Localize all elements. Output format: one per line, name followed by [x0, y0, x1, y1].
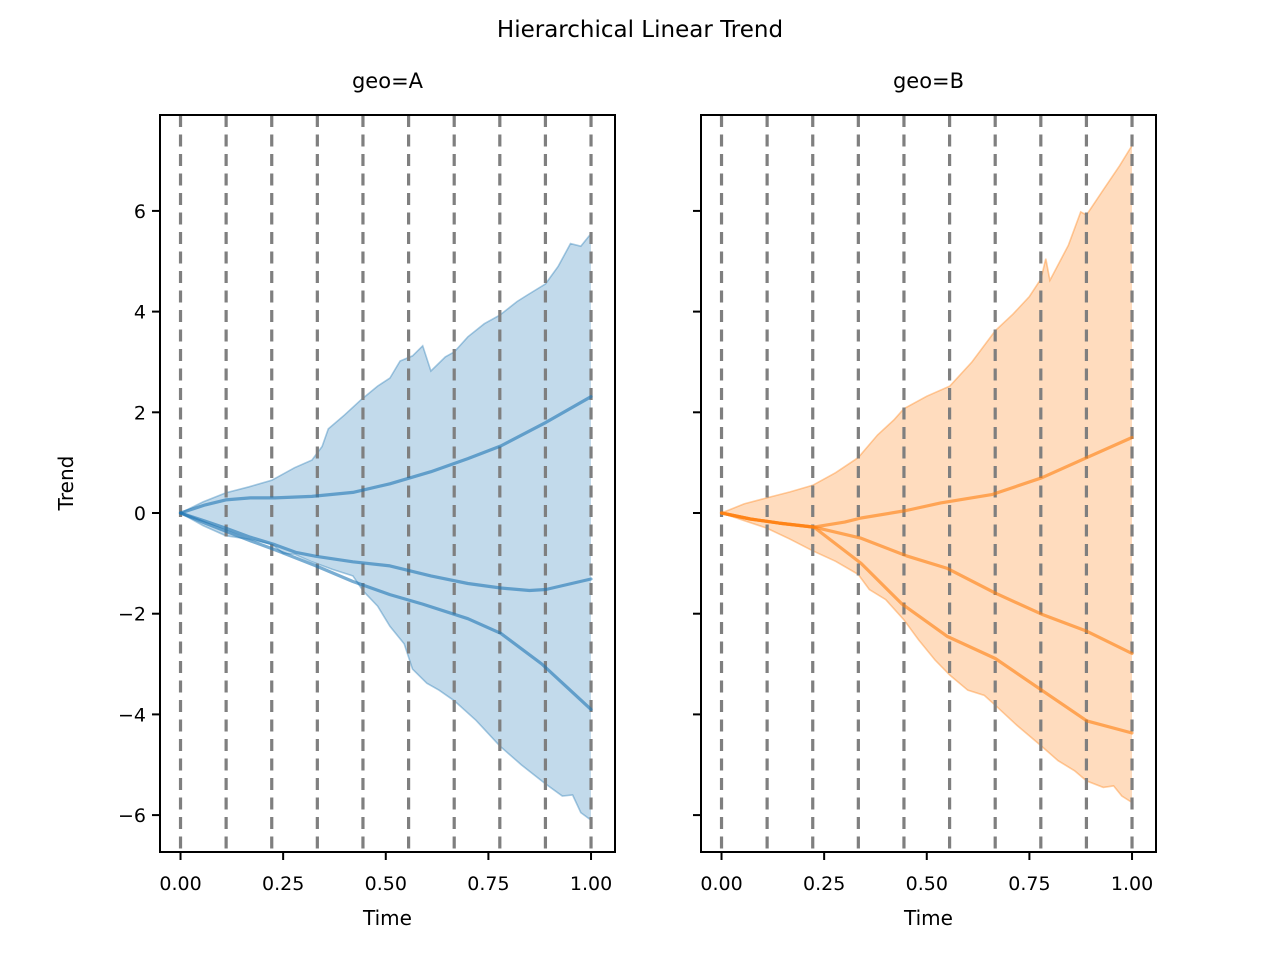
panel-geo=A: 0.00 0.25 0.50 0.75 1.00 −6 −4 −2 0 2 4 6 — [118, 114, 616, 895]
x-tick-label: 0.00 — [159, 873, 201, 895]
x-axis-label-geo-a: Time — [363, 906, 412, 930]
x-tick-label: 0.25 — [262, 873, 304, 895]
axes-spines — [159, 114, 616, 853]
uncertainty-band — [721, 145, 1132, 803]
y-axis-label: Trend — [54, 455, 78, 511]
x-tick-label: 1.00 — [1111, 873, 1153, 895]
figure-title: Hierarchical Linear Trend — [496, 17, 784, 43]
x-tick-label: 0.75 — [467, 873, 509, 895]
y-tick-label: 4 — [134, 302, 146, 324]
y-tick-label: −4 — [118, 704, 146, 726]
x-tick-label: 0.75 — [1008, 873, 1050, 895]
panel-title-geo-b: geo=B — [892, 69, 965, 93]
panel-geo=B: 0.00 0.25 0.50 0.75 1.00 — [693, 114, 1157, 895]
x-tick-label: 0.50 — [906, 873, 948, 895]
uncertainty-band — [180, 233, 591, 821]
uncertainty-band-edge — [180, 233, 592, 514]
x-tick-label: 0.25 — [803, 873, 845, 895]
x-axis-label-geo-b: Time — [904, 906, 953, 930]
trend-sample-2-line — [178, 511, 593, 593]
trend-sample-3-line — [178, 511, 593, 711]
x-tick-label: 1.00 — [570, 873, 612, 895]
uncertainty-band-edge — [721, 145, 1133, 514]
y-tick-label: −2 — [118, 604, 146, 626]
axes-spines — [700, 114, 1157, 853]
trend-sample-1-line — [178, 395, 593, 515]
y-tick-label: 0 — [134, 503, 146, 525]
y-tick-label: 6 — [134, 201, 146, 223]
trend-sample-3-line — [719, 511, 1134, 735]
y-tick-label: 2 — [134, 402, 146, 424]
panel-title-geo-a: geo=A — [351, 69, 424, 93]
y-tick-label: −6 — [118, 805, 146, 827]
x-tick-label: 0.50 — [365, 873, 407, 895]
x-tick-label: 0.00 — [700, 873, 742, 895]
